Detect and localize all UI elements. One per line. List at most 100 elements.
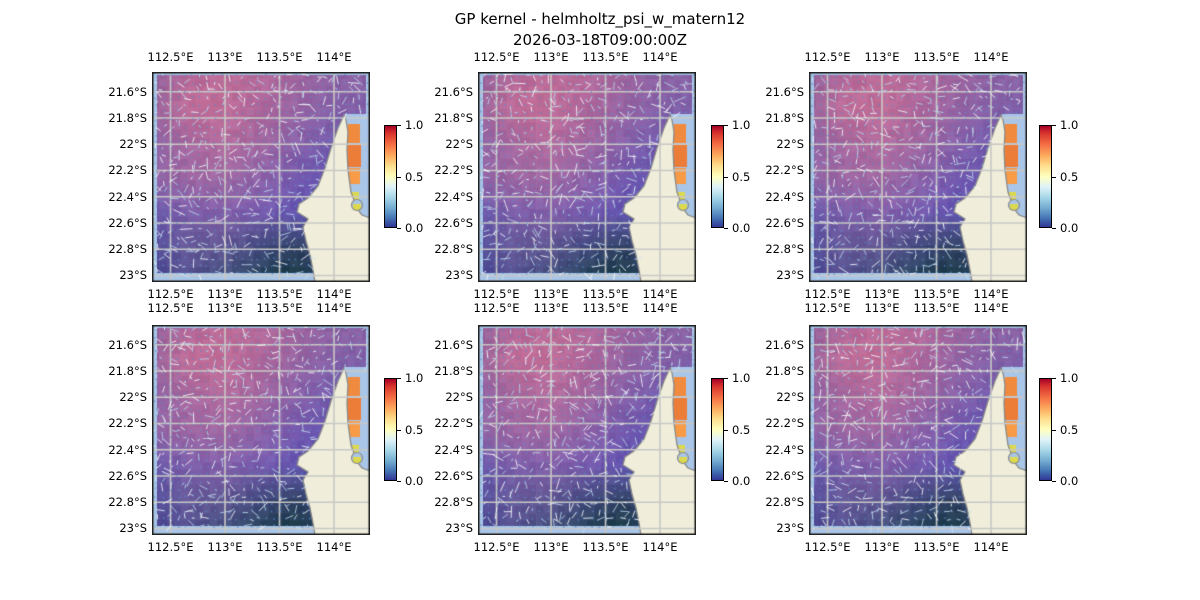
colorbar-tick-label: 0.0 <box>1060 221 1079 235</box>
y-tick-label: 22.8°S <box>765 495 804 510</box>
y-tick-label: 22.6°S <box>765 468 804 483</box>
colorbar-tick <box>397 176 401 178</box>
y-tick-label: 22.4°S <box>434 442 473 457</box>
x-tick-label: 112.5°E <box>473 50 520 64</box>
y-tick-label: 21.8°S <box>434 110 473 125</box>
figure-subtitle: 2026-03-18T09:00:00Z <box>513 31 687 49</box>
y-tick-label: 23°S <box>119 268 147 283</box>
x-tick-label: 114°E <box>642 50 678 64</box>
x-tick-label: 112.5°E <box>804 301 851 315</box>
y-tick-label: 21.8°S <box>434 363 473 378</box>
y-tick-label: 21.8°S <box>765 363 804 378</box>
colorbar-tick-label: 0.5 <box>732 169 751 184</box>
colorbar-tick <box>397 228 401 230</box>
y-tick-label: 21.6°S <box>434 84 473 99</box>
map-panel-1-3 <box>809 72 1027 282</box>
y-tick-label: 21.6°S <box>434 337 473 352</box>
colorbar-tick-label: 0.0 <box>732 474 751 488</box>
colorbar-tick <box>724 228 728 230</box>
x-tick-label: 113°E <box>864 301 900 315</box>
x-tick-label: 114°E <box>973 540 1009 554</box>
x-tick-label: 113.5°E <box>913 287 960 301</box>
y-tick-label: 21.6°S <box>765 84 804 99</box>
x-tick-label: 112.5°E <box>147 50 194 64</box>
colorbar-tick-label: 0.5 <box>1060 422 1079 437</box>
colorbar <box>711 378 724 481</box>
y-tick-label: 22.4°S <box>765 189 804 204</box>
x-tick-label: 114°E <box>973 50 1009 64</box>
x-tick-label: 113.5°E <box>913 50 960 64</box>
x-tick-label: 113°E <box>864 540 900 554</box>
x-tick-label: 114°E <box>642 540 678 554</box>
x-tick-label: 112.5°E <box>473 540 520 554</box>
colorbar-tick-label: 0.0 <box>732 221 751 235</box>
x-tick-label: 112.5°E <box>147 301 194 315</box>
x-tick-label: 113.5°E <box>256 50 303 64</box>
map-panel-1-2 <box>478 72 696 282</box>
x-tick-label: 114°E <box>973 287 1009 301</box>
y-tick-label: 22.2°S <box>765 163 804 178</box>
y-tick-label: 21.6°S <box>108 337 147 352</box>
colorbar-tick-label: 0.5 <box>732 422 751 437</box>
y-tick-label: 22°S <box>445 390 473 405</box>
x-tick-label: 113.5°E <box>582 50 629 64</box>
x-tick-label: 112.5°E <box>147 287 194 301</box>
x-tick-label: 113°E <box>207 50 243 64</box>
y-tick-label: 22.2°S <box>434 416 473 431</box>
y-tick-label: 21.6°S <box>765 337 804 352</box>
x-tick-label: 113°E <box>533 301 569 315</box>
y-tick-label: 22.6°S <box>434 215 473 230</box>
colorbar-tick-label: 0.5 <box>405 422 424 437</box>
x-tick-label: 113.5°E <box>256 287 303 301</box>
y-tick-label: 23°S <box>445 521 473 536</box>
y-tick-label: 22.6°S <box>108 468 147 483</box>
colorbar-tick <box>1052 125 1056 127</box>
x-tick-label: 114°E <box>642 301 678 315</box>
y-tick-label: 21.8°S <box>108 363 147 378</box>
x-tick-label: 114°E <box>316 50 352 64</box>
y-tick-label: 23°S <box>445 268 473 283</box>
x-tick-label: 112.5°E <box>804 287 851 301</box>
y-tick-label: 22.4°S <box>765 442 804 457</box>
colorbar-tick <box>397 378 401 380</box>
colorbar-tick <box>724 176 728 178</box>
y-tick-label: 21.6°S <box>108 84 147 99</box>
y-tick-label: 22.8°S <box>765 242 804 257</box>
colorbar <box>711 125 724 228</box>
x-tick-label: 112.5°E <box>473 287 520 301</box>
y-tick-label: 22°S <box>119 137 147 152</box>
y-tick-label: 22°S <box>445 137 473 152</box>
colorbar-tick-label: 1.0 <box>405 118 424 132</box>
x-tick-label: 113°E <box>533 540 569 554</box>
y-tick-label: 22.2°S <box>765 416 804 431</box>
y-tick-label: 23°S <box>119 521 147 536</box>
x-tick-label: 112.5°E <box>804 540 851 554</box>
x-tick-label: 113.5°E <box>582 540 629 554</box>
colorbar <box>384 378 397 481</box>
colorbar-tick <box>397 429 401 431</box>
x-tick-label: 114°E <box>316 287 352 301</box>
y-tick-label: 22.4°S <box>108 189 147 204</box>
map-panel-2-3 <box>809 325 1027 535</box>
colorbar-tick-label: 1.0 <box>732 371 751 385</box>
y-tick-label: 21.8°S <box>765 110 804 125</box>
colorbar-tick-label: 0.0 <box>405 221 424 235</box>
y-tick-label: 22.8°S <box>108 242 147 257</box>
x-tick-label: 113.5°E <box>256 540 303 554</box>
colorbar-tick-label: 0.5 <box>1060 169 1079 184</box>
x-tick-label: 113°E <box>864 287 900 301</box>
x-tick-label: 113°E <box>207 287 243 301</box>
colorbar-tick <box>397 481 401 483</box>
y-tick-label: 22°S <box>776 137 804 152</box>
y-tick-label: 21.8°S <box>108 110 147 125</box>
x-tick-label: 113.5°E <box>582 287 629 301</box>
y-tick-label: 23°S <box>776 521 804 536</box>
x-tick-label: 113.5°E <box>582 301 629 315</box>
y-tick-label: 22.4°S <box>108 442 147 457</box>
colorbar-tick-label: 1.0 <box>1060 118 1079 132</box>
y-tick-label: 22.2°S <box>108 416 147 431</box>
colorbar <box>1039 125 1052 228</box>
y-tick-label: 22°S <box>119 390 147 405</box>
x-tick-label: 113.5°E <box>913 301 960 315</box>
y-tick-label: 22.2°S <box>108 163 147 178</box>
